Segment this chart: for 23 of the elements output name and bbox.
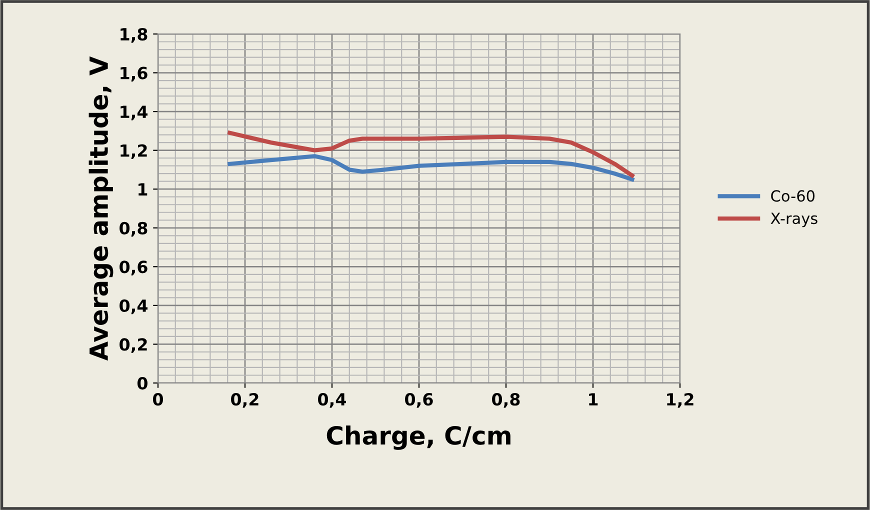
y-tick-label: 0,6 xyxy=(120,260,148,276)
y-tick-label: 1,8 xyxy=(120,28,148,43)
y-axis-title: Average amplitude, V xyxy=(88,56,114,361)
y-tick-label: 1,6 xyxy=(120,66,148,82)
y-tick-label: 0,4 xyxy=(120,299,148,314)
y-tick-label: 0 xyxy=(137,376,148,390)
legend-label: X-rays xyxy=(770,212,818,228)
line-series xyxy=(228,130,634,178)
x-tick-label: 0,6 xyxy=(405,393,433,408)
y-tick-label: 0,2 xyxy=(120,338,147,353)
x-tick-label: 0 xyxy=(153,393,163,406)
x-tick-label: 0,8 xyxy=(492,393,520,408)
y-tick-label: 0,8 xyxy=(120,222,148,237)
y-tick-label: 1,4 xyxy=(120,106,148,120)
legend-label: Co-60 xyxy=(771,190,815,202)
line-series xyxy=(228,154,634,182)
y-tick-label: 1,2 xyxy=(120,144,147,160)
x-tick-label: 0,2 xyxy=(231,393,258,408)
x-tick-label: 1 xyxy=(589,393,598,406)
y-tick-label: 1 xyxy=(138,183,148,196)
x-tick-label: 1,2 xyxy=(667,393,694,408)
x-axis-title: Charge, C/cm xyxy=(326,426,510,450)
x-tick-label: 0,4 xyxy=(318,393,346,408)
